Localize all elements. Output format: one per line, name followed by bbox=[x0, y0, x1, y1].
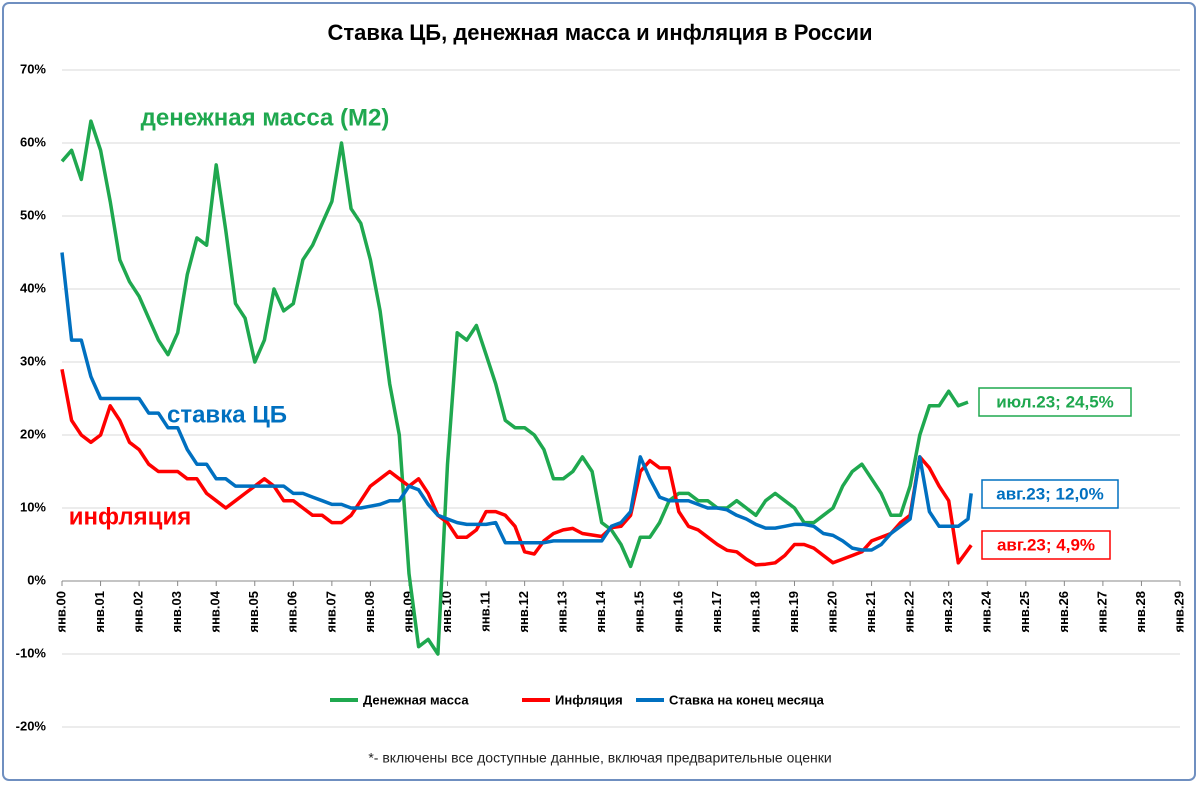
x-tick-label: янв.25 bbox=[1017, 591, 1032, 633]
legend-label: Инфляция bbox=[555, 692, 623, 707]
x-tick-label: янв.02 bbox=[131, 591, 146, 633]
y-tick-label: 20% bbox=[20, 426, 46, 441]
x-tick-label: янв.08 bbox=[362, 591, 377, 633]
annotation: авг.23; 12,0% bbox=[996, 484, 1104, 503]
footnote: *- включены все доступные данные, включа… bbox=[368, 750, 831, 766]
x-tick-label: янв.10 bbox=[439, 591, 454, 633]
annotation: ставка ЦБ bbox=[167, 401, 287, 428]
x-tick-label: янв.07 bbox=[323, 591, 338, 633]
annotation: денежная масса (М2) bbox=[141, 104, 390, 131]
annotation: авг.23; 4,9% bbox=[997, 535, 1095, 554]
y-tick-label: 30% bbox=[20, 353, 46, 368]
x-tick-label: янв.23 bbox=[940, 591, 955, 633]
x-tick-label: янв.16 bbox=[670, 591, 685, 633]
chart-title: Ставка ЦБ, денежная масса и инфляция в Р… bbox=[327, 20, 872, 45]
annotation-box bbox=[981, 530, 1111, 560]
y-tick-label: 10% bbox=[20, 499, 46, 514]
annotation-box bbox=[981, 479, 1119, 509]
x-tick-label: янв.27 bbox=[1094, 591, 1109, 633]
x-tick-label: янв.18 bbox=[747, 591, 762, 633]
x-tick-label: янв.19 bbox=[786, 591, 801, 633]
legend-label: Денежная масса bbox=[363, 692, 469, 707]
annotation: июл.23; 24,5% bbox=[996, 392, 1114, 411]
x-tick-label: янв.00 bbox=[53, 591, 68, 633]
x-tick-label: янв.06 bbox=[285, 591, 300, 633]
x-tick-label: янв.15 bbox=[632, 591, 647, 633]
legend-label: Ставка на конец месяца bbox=[669, 692, 825, 707]
x-tick-label: янв.01 bbox=[92, 591, 107, 633]
x-tick-label: янв.17 bbox=[709, 591, 724, 633]
x-tick-label: янв.03 bbox=[169, 591, 184, 633]
x-tick-label: янв.24 bbox=[979, 590, 994, 632]
y-tick-label: 70% bbox=[20, 61, 46, 76]
x-tick-label: янв.14 bbox=[593, 590, 608, 632]
x-tick-label: янв.28 bbox=[1133, 591, 1148, 633]
x-tick-label: янв.22 bbox=[902, 591, 917, 633]
x-tick-label: янв.21 bbox=[863, 591, 878, 633]
y-tick-label: 50% bbox=[20, 207, 46, 222]
x-tick-label: янв.04 bbox=[208, 590, 223, 632]
x-tick-label: янв.20 bbox=[824, 591, 839, 633]
y-tick-label: 0% bbox=[27, 572, 46, 587]
series-line bbox=[60, 368, 973, 567]
x-tick-label: янв.12 bbox=[516, 591, 531, 633]
annotation: инфляция bbox=[69, 503, 191, 530]
y-tick-label: 40% bbox=[20, 280, 46, 295]
y-tick-label: -20% bbox=[16, 718, 47, 733]
series-line bbox=[60, 119, 969, 656]
annotation-box bbox=[978, 387, 1132, 417]
y-tick-label: 60% bbox=[20, 134, 46, 149]
x-tick-label: янв.26 bbox=[1056, 591, 1071, 633]
x-tick-label: янв.11 bbox=[478, 591, 493, 632]
x-tick-label: янв.13 bbox=[555, 591, 570, 633]
y-tick-label: -10% bbox=[16, 645, 47, 660]
x-tick-label: янв.29 bbox=[1171, 591, 1186, 633]
series-line bbox=[60, 252, 973, 552]
x-tick-label: янв.05 bbox=[246, 591, 261, 633]
